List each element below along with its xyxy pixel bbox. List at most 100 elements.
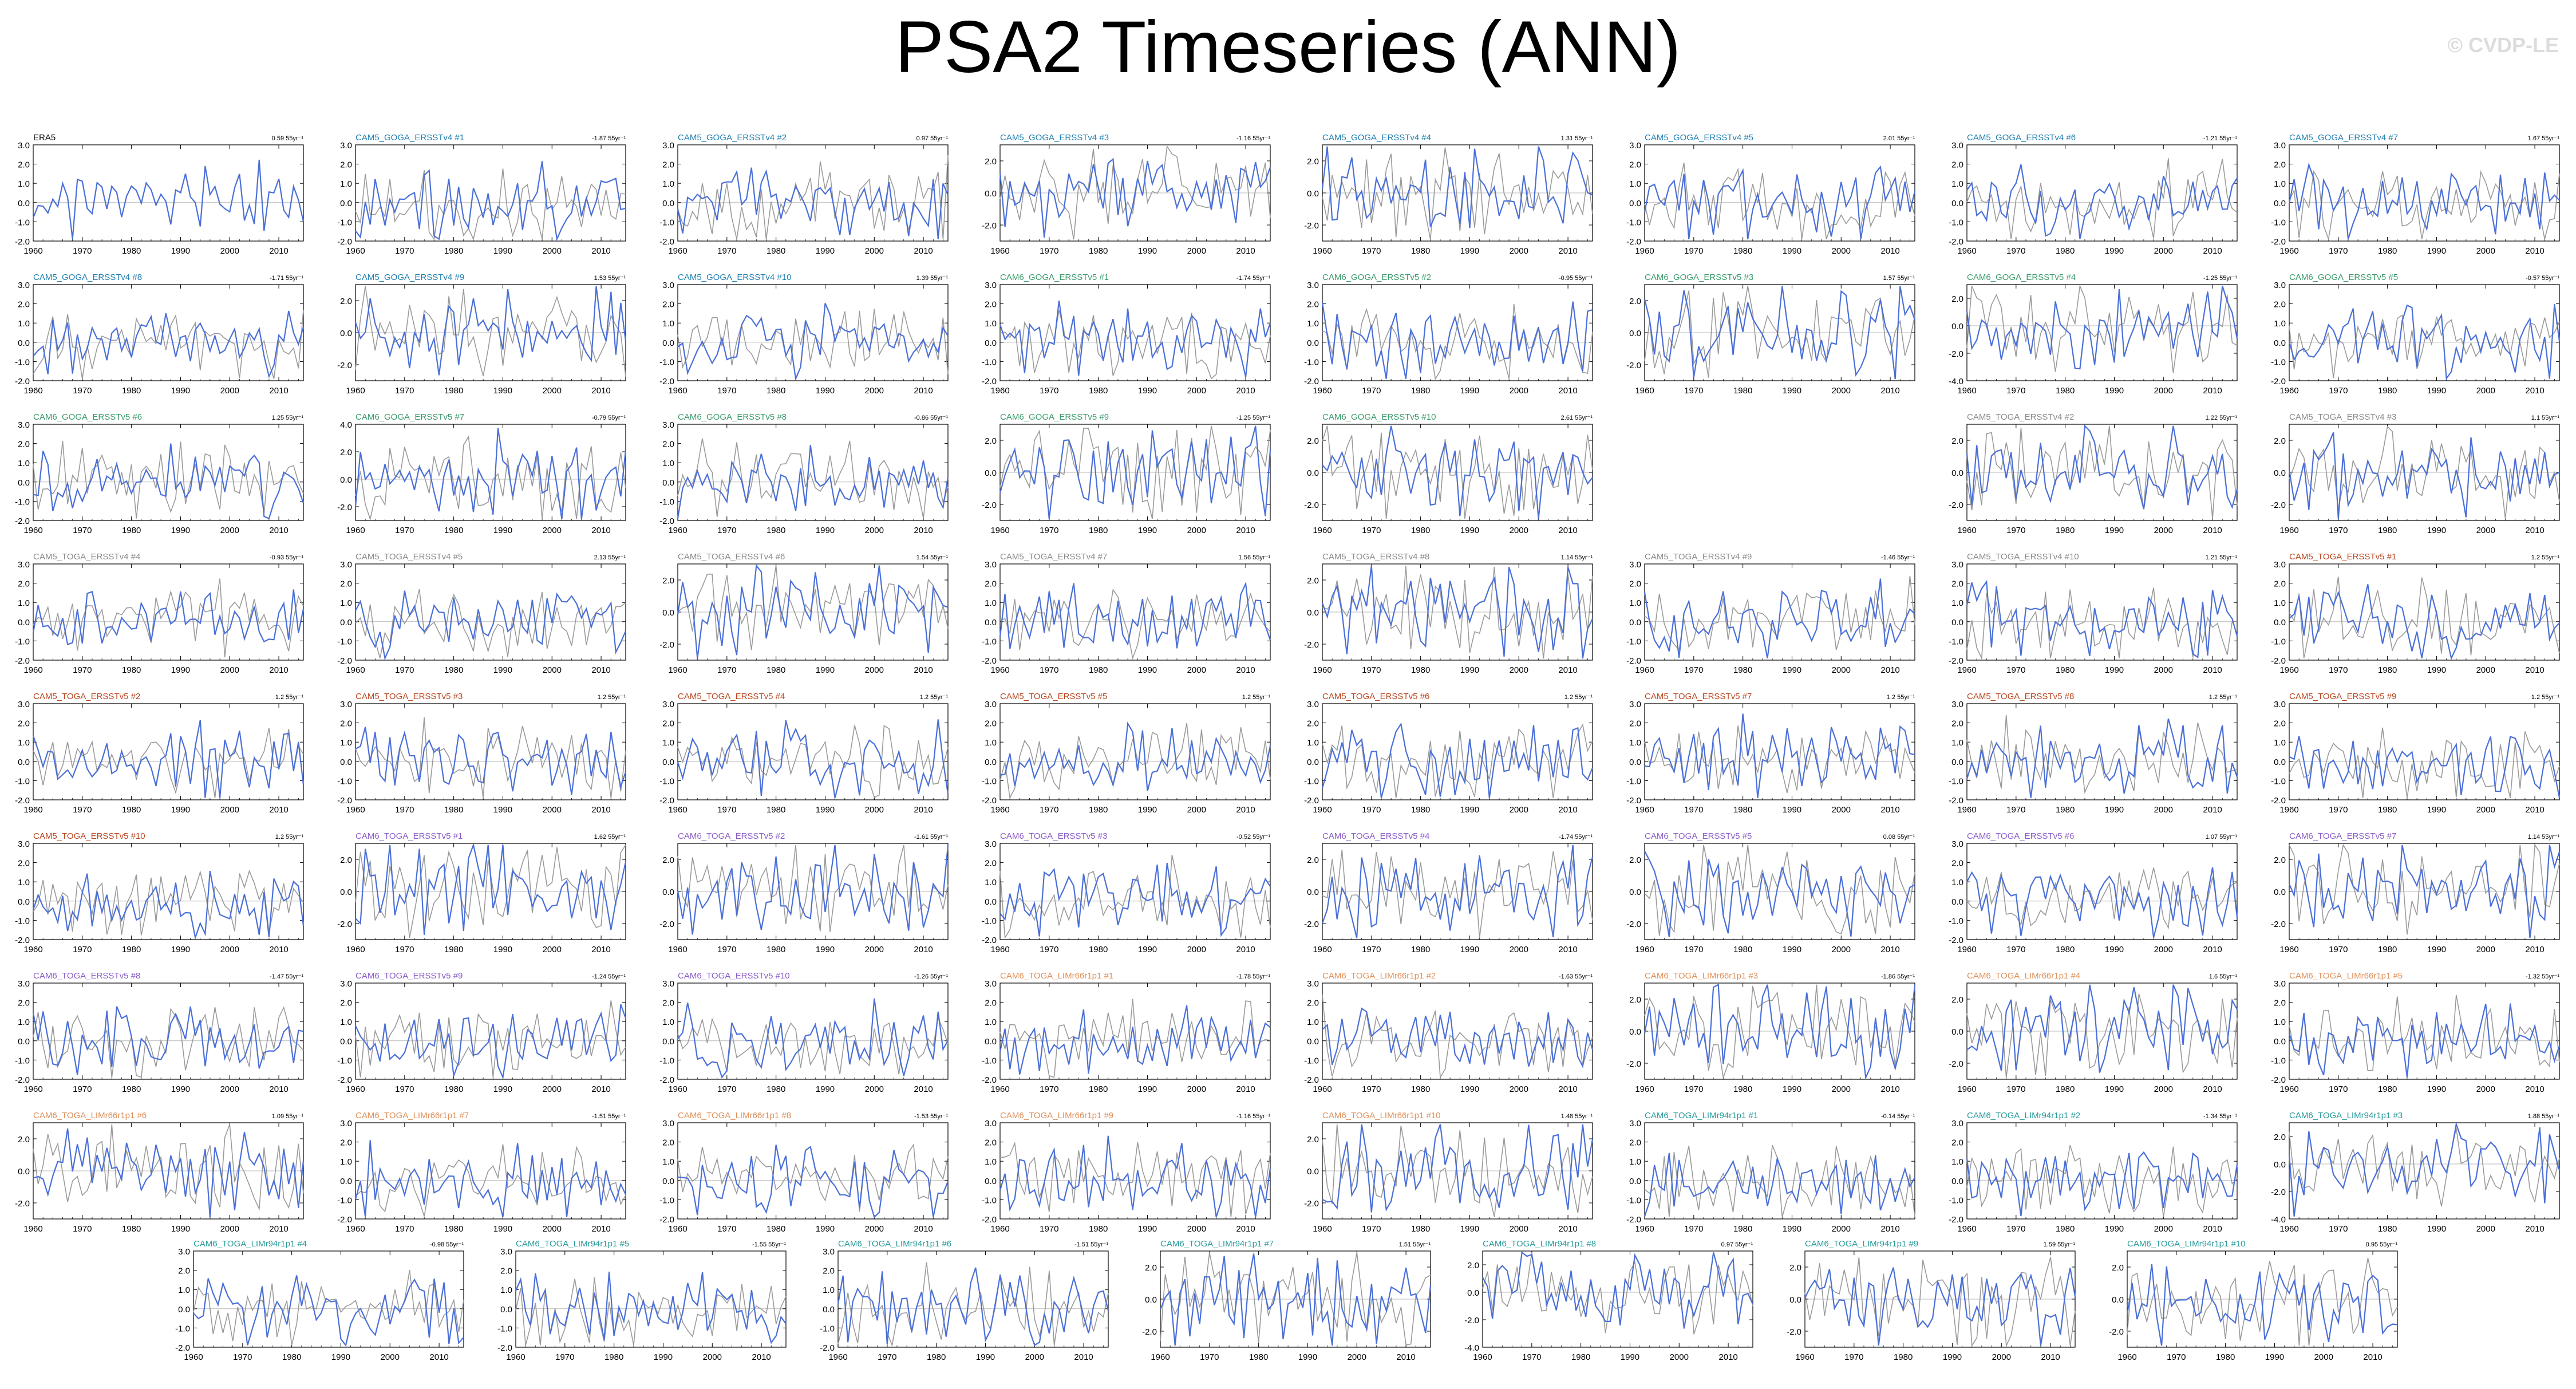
y-tick-label: 2.0	[1629, 995, 1641, 1005]
plot-frame	[677, 424, 949, 521]
ensemble-series-line	[1644, 162, 1915, 239]
x-tick-label: 1990	[2427, 246, 2446, 256]
y-tick-label: 3.0	[1629, 1119, 1641, 1128]
series-line	[1643, 165, 1916, 239]
ensemble-series-line	[1322, 1124, 1593, 1217]
x-tick-label: 2010	[2203, 805, 2222, 815]
x-tick-label: 1980	[1411, 945, 1430, 954]
x-tick-label: 1980	[444, 665, 463, 675]
x-tick-label: 1980	[1249, 1352, 1268, 1362]
x-tick-label: 1990	[2105, 386, 2124, 396]
series-line	[677, 167, 949, 239]
panel-title: CAM6_TOGA_LIMr94r1p1 #1	[1645, 1111, 1758, 1120]
trend-label: 1.09 55yr⁻¹	[272, 1113, 304, 1120]
panel-title: CAM6_GOGA_ERSSTv5 #5	[2289, 273, 2398, 282]
panel-title: ERA5	[33, 133, 56, 143]
ensemble-series-line	[837, 1262, 1109, 1347]
y-tick-label: 3.0	[1951, 141, 1963, 151]
x-tick-label: 1980	[2378, 945, 2397, 954]
y-tick-label: -1.0	[15, 637, 30, 646]
series-line	[32, 589, 305, 646]
y-tick-label: 2.0	[340, 160, 352, 170]
y-tick-label: 0.0	[340, 887, 352, 897]
ensemble-series-line	[1322, 566, 1593, 659]
ensemble-series-line	[1966, 993, 2238, 1078]
series-line	[515, 1272, 787, 1344]
x-tick-label: 1970	[1684, 665, 1703, 675]
y-tick-label: 2.0	[2274, 436, 2286, 446]
y-tick-label: 2.0	[662, 855, 674, 865]
x-tick-label: 1990	[171, 1224, 190, 1234]
ensemble-series-line	[677, 845, 949, 932]
y-tick-label: -1.0	[659, 218, 674, 227]
y-tick-label: 2.0	[1951, 859, 1963, 869]
panel-title: CAM5_GOGA_ERSSTv4 #7	[2289, 133, 2398, 143]
y-tick-label: 1.0	[2274, 738, 2286, 748]
y-tick-label: 3.0	[2274, 560, 2286, 570]
x-tick-label: 1970	[1684, 1224, 1703, 1234]
y-tick-label: -1.0	[1949, 776, 1963, 786]
x-tick-label: 1980	[2378, 665, 2397, 675]
x-tick-label: 2010	[269, 526, 288, 535]
panel-title: CAM6_TOGA_LIMr66r1p1 #9	[1000, 1111, 1113, 1120]
x-tick-label: 1970	[395, 1224, 414, 1234]
y-tick-label: -4.0	[2271, 1215, 2286, 1225]
panel-title: CAM5_TOGA_ERSSTv5 #6	[1322, 692, 1429, 701]
trend-label: 1.56 55yr⁻¹	[1239, 554, 1271, 561]
panel-title: CAM6_TOGA_LIMr94r1p1 #3	[2289, 1111, 2403, 1120]
x-tick-label: 2000	[2476, 526, 2495, 535]
y-tick-label: -1.0	[982, 1056, 997, 1066]
y-tick-label: 2.0	[985, 579, 997, 589]
series-line	[677, 563, 949, 659]
y-tick-label: 0.0	[2112, 1295, 2124, 1305]
plot-frame	[1966, 843, 2238, 940]
x-tick-label: 1980	[444, 1224, 463, 1234]
y-tick-label: 0.0	[2274, 757, 2286, 767]
x-tick-label: 2010	[591, 805, 610, 815]
y-tick-label: 1.0	[18, 459, 30, 468]
trend-label: 1.54 55yr⁻¹	[916, 554, 949, 561]
series-line	[1322, 425, 1593, 519]
series-line	[2288, 162, 2560, 239]
y-tick-label: 2.0	[340, 579, 352, 589]
x-tick-label: 2000	[2476, 805, 2495, 815]
panel-title: CAM5_GOGA_ERSSTv4 #1	[355, 133, 464, 143]
x-tick-label: 2010	[914, 1084, 933, 1094]
y-tick-label: -2.0	[1304, 221, 1319, 231]
y-tick-label: -2.0	[2271, 237, 2286, 247]
y-tick-label: -2.0	[1949, 1059, 1963, 1069]
y-tick-label: 0.0	[1467, 1288, 1479, 1298]
y-tick-label: 2.0	[1951, 579, 1963, 589]
x-tick-label: 2000	[381, 1352, 400, 1362]
x-tick-label: 1960	[346, 805, 365, 815]
y-tick-label: 1.0	[2274, 598, 2286, 608]
series-line	[1159, 1253, 1432, 1346]
y-tick-label: 1.0	[1307, 319, 1319, 329]
x-tick-label: 2010	[2525, 386, 2544, 396]
x-tick-label: 1970	[73, 665, 92, 675]
y-tick-label: -1.0	[1626, 218, 1641, 227]
y-tick-label: -2.0	[1304, 796, 1319, 806]
x-tick-label: 1980	[122, 386, 141, 396]
y-tick-label: 3.0	[1951, 560, 1963, 570]
x-tick-label: 1960	[2279, 805, 2298, 815]
x-tick-label: 2000	[220, 945, 239, 954]
x-tick-label: 1990	[816, 805, 835, 815]
y-tick-label: 1.0	[662, 459, 674, 468]
x-tick-label: 2000	[1832, 386, 1851, 396]
panel-title: CAM6_TOGA_LIMr94r1p1 #9	[1805, 1239, 1918, 1249]
y-tick-label: 1.0	[985, 319, 997, 329]
x-tick-label: 1960	[990, 246, 1009, 256]
x-tick-label: 1970	[1844, 1352, 1863, 1362]
trend-label: 1.2 55yr⁻¹	[2531, 694, 2560, 701]
series-line	[1966, 579, 2238, 658]
y-tick-label: 0.0	[1629, 329, 1641, 338]
panel-title: CAM6_GOGA_ERSSTv5 #8	[678, 412, 787, 422]
plot-frame	[515, 1250, 787, 1348]
plot-frame	[999, 982, 1271, 1080]
trend-label: -1.51 55yr⁻¹	[592, 1113, 626, 1120]
panel-title: CAM6_TOGA_LIMr94r1p1 #4	[193, 1239, 307, 1249]
